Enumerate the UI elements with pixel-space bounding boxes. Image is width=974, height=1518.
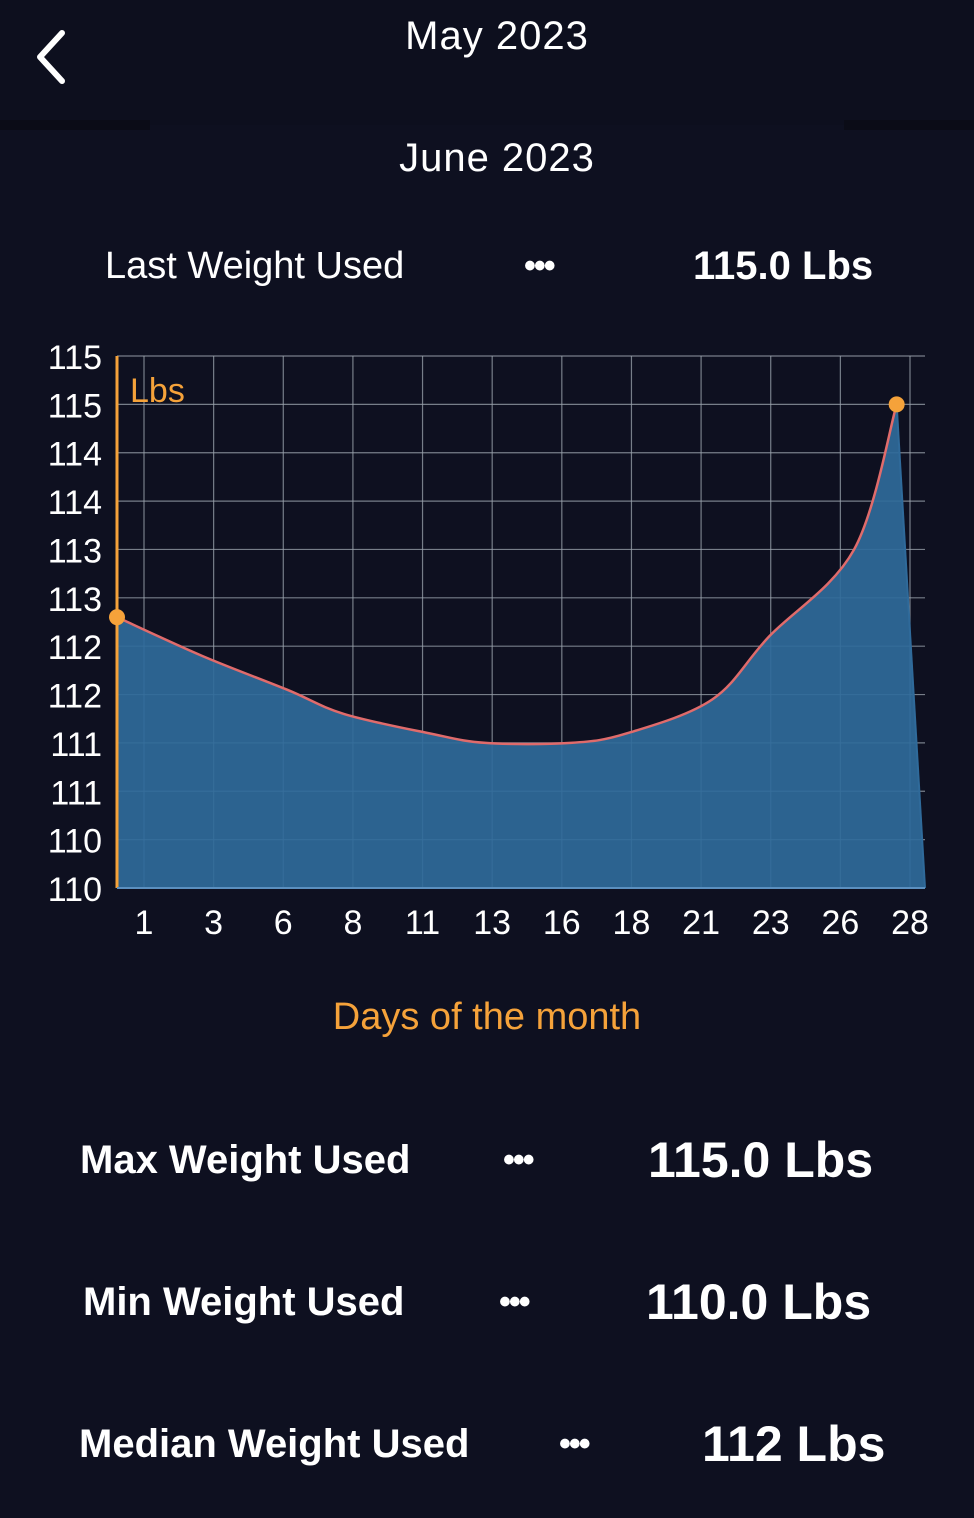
y-tick-label: 113 (48, 581, 102, 619)
y-tick-label: 112 (48, 629, 102, 667)
ellipsis-icon[interactable]: ••• (499, 1283, 531, 1321)
x-tick-label: 11 (405, 904, 440, 942)
last-weight-label: Last Weight Used (105, 245, 405, 287)
ellipsis-icon[interactable]: ••• (524, 247, 556, 285)
series-line (116, 404, 898, 746)
previous-month-button[interactable]: May 2023 (405, 14, 589, 58)
chevron-left-icon (37, 30, 65, 84)
x-tick-label: 1 (135, 904, 154, 942)
last-weight-row: Last Weight Used ••• 115.0 Lbs (0, 236, 974, 296)
y-tick-label: 113 (48, 532, 102, 570)
top-bar-shadow (844, 120, 974, 130)
median-weight-value: 112 Lbs (702, 1416, 886, 1472)
x-tick-label: 8 (343, 904, 362, 942)
x-tick-label: 26 (821, 904, 859, 942)
data-point-marker (888, 396, 905, 413)
last-weight-value: 115.0 Lbs (693, 244, 874, 288)
y-tick-label: 110 (48, 871, 102, 909)
y-tick-label: 114 (48, 436, 102, 474)
max-weight-row: Max Weight Used ••• 115.0 Lbs (0, 1130, 974, 1190)
x-tick-label: 16 (543, 904, 581, 942)
median-weight-label: Median Weight Used (79, 1422, 470, 1466)
x-axis-title: Days of the month (332, 996, 642, 1038)
current-month-title: June 2023 (399, 136, 595, 180)
series-drop-line (895, 404, 926, 889)
y-tick-label: 111 (50, 774, 102, 812)
x-tick-label: 21 (682, 904, 720, 942)
min-weight-value: 110.0 Lbs (646, 1274, 872, 1330)
max-weight-label: Max Weight Used (80, 1138, 411, 1182)
top-bar-shadow (0, 120, 150, 130)
weight-chart: 115 115 114 114 113 113 112 112 111 111 110 110 1 3 6 8… (0, 320, 974, 960)
back-button[interactable] (20, 20, 80, 90)
y-axis-title: Lbs (130, 372, 185, 410)
max-weight-value: 115.0 Lbs (648, 1132, 874, 1188)
min-weight-label: Min Weight Used (83, 1280, 405, 1324)
median-weight-row: Median Weight Used ••• 112 Lbs (0, 1414, 974, 1474)
area-fill (117, 404, 925, 888)
ellipsis-icon[interactable]: ••• (503, 1141, 535, 1179)
y-tick-label: 111 (50, 726, 102, 764)
min-weight-row: Min Weight Used ••• 110.0 Lbs (0, 1272, 974, 1332)
x-tick-label: 18 (613, 904, 651, 942)
ellipsis-icon[interactable]: ••• (559, 1425, 591, 1463)
x-tick-label: 28 (891, 904, 929, 942)
data-point-marker (109, 609, 125, 626)
x-tick-label: 13 (473, 904, 511, 942)
x-tick-label: 23 (752, 904, 790, 942)
y-tick-label: 114 (48, 484, 102, 522)
y-tick-label: 110 (48, 823, 102, 861)
top-bar (0, 0, 974, 125)
y-tick-label: 115 (48, 339, 102, 377)
x-tick-label: 3 (204, 904, 223, 942)
y-tick-label: 115 (48, 387, 102, 425)
y-tick-label: 112 (48, 678, 102, 716)
x-tick-label: 6 (274, 904, 293, 942)
